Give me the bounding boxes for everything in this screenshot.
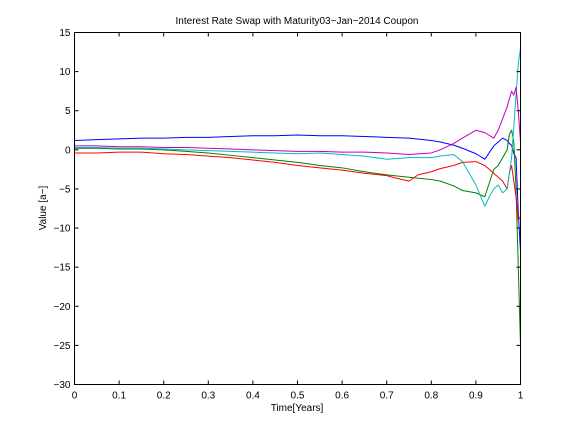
y-tick-label: −15 (54, 263, 71, 274)
series-layer (74, 48, 521, 346)
y-tick-label: −20 (54, 302, 71, 313)
y-tick-label: −5 (59, 184, 71, 195)
series-line-2 (74, 129, 521, 346)
x-tick-label: 1 (518, 391, 524, 402)
chart-title: Interest Rate Swap with Maturity03−Jan−2… (176, 16, 419, 27)
y-tick-label: −30 (54, 380, 71, 391)
y-axis-label: Value [a−] (38, 185, 49, 230)
series-line-5 (74, 86, 521, 156)
x-tick-label: 0.2 (157, 391, 171, 402)
ticks-layer: 0 0.1 0.2 0.3 0.4 0.5 0.6 0.7 0.8 0.9 1 15 10 5 0 −5 −10… (54, 28, 524, 402)
y-tick-label: −10 (54, 224, 71, 235)
x-tick-label: 0.8 (424, 391, 438, 402)
y-tick-label: 10 (59, 67, 71, 78)
x-tick-label: 0.7 (380, 391, 394, 402)
x-tick-label: 0.3 (201, 391, 215, 402)
x-tick-label: 0.9 (469, 391, 483, 402)
y-tick-label: 0 (65, 145, 71, 156)
x-tick-label: 0.6 (335, 391, 349, 402)
y-tick-label: 15 (59, 28, 71, 39)
series-line-1 (74, 134, 521, 252)
series-line-4 (74, 48, 521, 207)
x-tick-label: 0.1 (112, 391, 126, 402)
y-tick-label: 5 (65, 106, 71, 117)
x-tick-label: 0.4 (246, 391, 260, 402)
x-axis-label: Time[Years] (271, 403, 324, 414)
plot-area-frame (74, 32, 521, 385)
x-tick-label: 0 (72, 391, 78, 402)
y-tick-label: −25 (54, 341, 71, 352)
x-tick-label: 0.5 (291, 391, 305, 402)
